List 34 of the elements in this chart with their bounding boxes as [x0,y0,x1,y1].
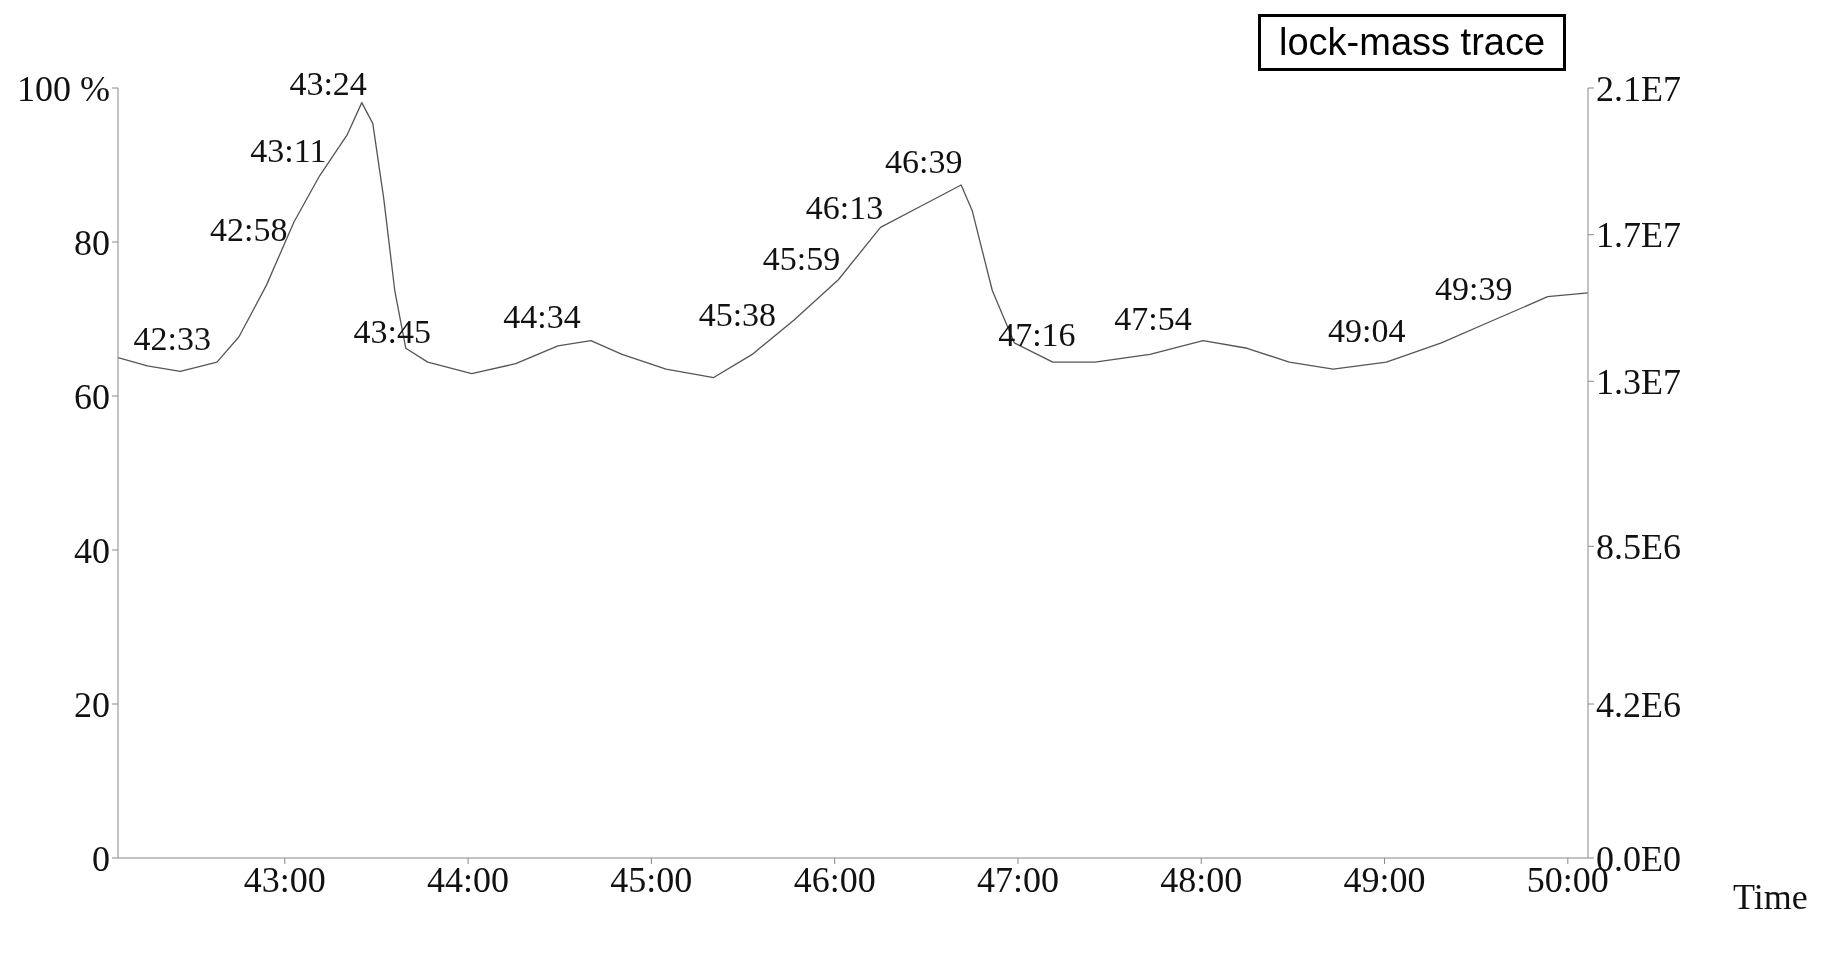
x-axis-title: Time [1733,876,1808,918]
line-series [118,101,1588,379]
annotation: 46:13 [805,189,884,227]
annotation: 42:33 [133,319,212,357]
y-tick-label: 0 [92,838,110,879]
y-tick-label: 60 [74,376,110,417]
x-tick-label: 49:00 [1343,859,1426,900]
x-tick-label: 48:00 [1160,859,1243,900]
annotation: 43:24 [289,65,367,103]
annotation: 49:04 [1328,312,1406,350]
annotation: 44:34 [503,297,581,335]
y2-tick-label: 4.2E6 [1596,684,1681,725]
annotation: 45:38 [698,296,777,334]
x-tick-label: 46:00 [793,859,876,900]
y2-tick-label: 1.3E7 [1596,362,1681,403]
y-tick-label: 80 [74,222,110,263]
annotation: 45:59 [762,239,841,277]
y-tick-label: 100 % [17,68,110,109]
x-tick-label: 47:00 [976,859,1059,900]
x-tick-label: 45:00 [610,859,693,900]
y-tick-label: 20 [74,684,110,725]
x-tick-label: 43:00 [243,859,326,900]
x-tick-label: 44:00 [427,859,510,900]
annotation: 43:11 [250,132,327,170]
y-tick-label: 40 [74,530,110,571]
y2-tick-label: 2.1E7 [1596,68,1681,109]
y2-tick-label: 8.5E6 [1596,527,1681,568]
text: lock-mass trace [1258,14,1567,71]
y2-tick-label: 1.7E7 [1596,215,1681,256]
annotation: 42:58 [210,210,288,248]
annotation: 43:45 [353,313,431,351]
annotation: 46:39 [885,142,963,180]
annotation: 47:54 [1114,299,1192,337]
annotation: 49:39 [1434,269,1513,307]
